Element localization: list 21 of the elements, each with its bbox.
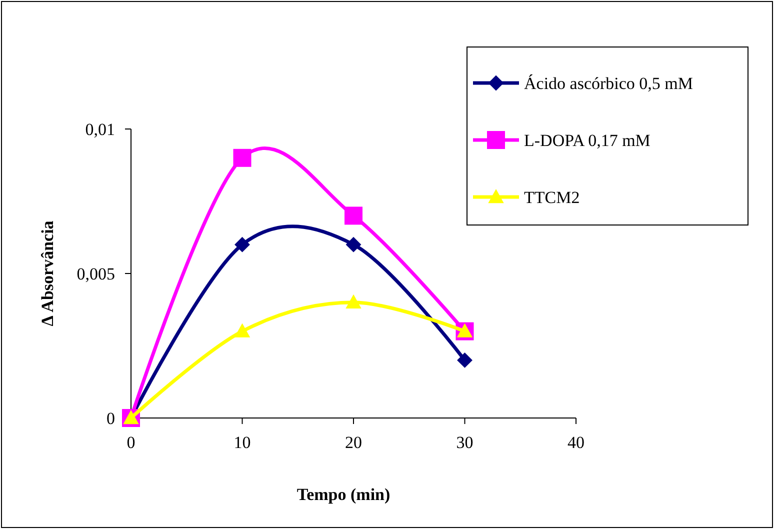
x-tick-label: 40 (568, 433, 584, 452)
y-axis-title: Δ Absorvância (38, 220, 57, 326)
x-tick-label: 20 (345, 433, 362, 452)
point (233, 148, 252, 167)
point (344, 206, 362, 225)
point (457, 352, 472, 368)
y-tick-label: 0,01 (85, 120, 115, 139)
legend-label: L-DOPA 0,17 mM (524, 131, 650, 150)
point (234, 237, 250, 252)
x-axis-title: Tempo (min) (296, 485, 390, 504)
legend-label: TTCM2 (524, 188, 580, 207)
point (346, 294, 361, 308)
point (234, 324, 250, 338)
x-tick-label: 10 (234, 433, 251, 452)
point (346, 237, 361, 252)
point (457, 324, 472, 338)
y-tick-label: 0,005 (76, 264, 115, 284)
x-tick-label: 30 (456, 433, 474, 452)
x-tick-label: 0 (126, 433, 136, 452)
y-tick-label: 0 (106, 409, 115, 428)
legend-label: Ácido ascórbico 0,5 mM (524, 74, 694, 93)
